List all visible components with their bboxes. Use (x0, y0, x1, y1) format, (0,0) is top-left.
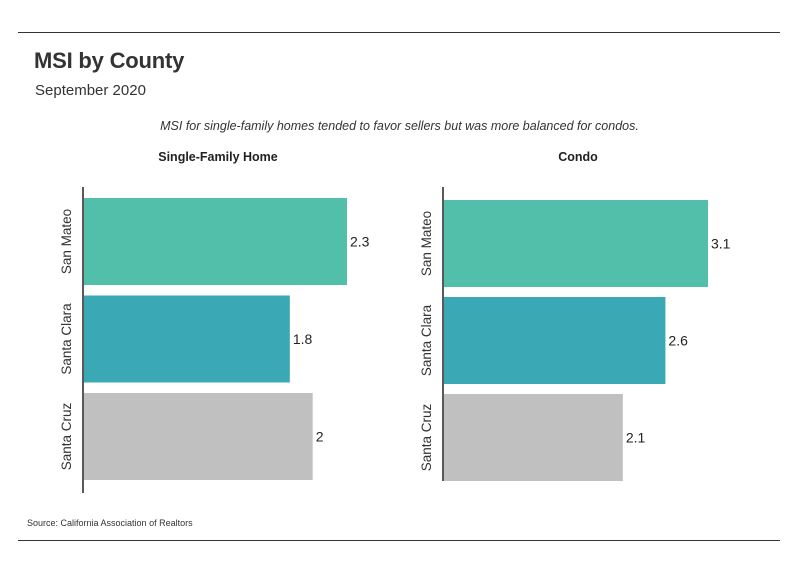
single-family-category-label-santa-cruz: Santa Cruz (59, 402, 74, 470)
condo-value-label-santa-cruz: 2.1 (626, 430, 646, 446)
single-family-value-label-santa-cruz: 2 (316, 429, 324, 445)
condo-category-label-santa-clara: Santa Clara (419, 304, 434, 376)
single-family-category-label-santa-clara: Santa Clara (59, 303, 74, 375)
condo-value-label-santa-clara: 2.6 (668, 333, 688, 349)
condo-bar-santa-clara (444, 297, 666, 384)
page-title: MSI by County (34, 48, 185, 73)
page-subtitle: September 2020 (35, 82, 146, 99)
condo-panel-title: Condo (558, 150, 598, 164)
single-family-bar-santa-cruz (84, 393, 313, 480)
chart-caption: MSI for single-family homes tended to fa… (160, 119, 639, 133)
condo-category-label-san-mateo: San Mateo (419, 211, 434, 276)
bottom-rule (18, 540, 780, 541)
single-family-value-label-san-mateo: 2.3 (350, 234, 370, 250)
single-family-bar-santa-clara (84, 295, 290, 383)
condo-value-label-san-mateo: 3.1 (711, 236, 731, 252)
single-family-bar-san-mateo (84, 198, 347, 285)
source-note: Source: California Association of Realto… (27, 518, 193, 528)
single-family-category-label-san-mateo: San Mateo (59, 209, 74, 274)
single-family-value-label-santa-clara: 1.8 (293, 331, 313, 347)
condo-category-label-santa-cruz: Santa Cruz (419, 403, 434, 471)
top-rule (18, 32, 780, 33)
single-family-panel-title: Single-Family Home (158, 150, 278, 164)
condo-bar-santa-cruz (444, 394, 623, 481)
condo-bar-san-mateo (444, 200, 708, 287)
